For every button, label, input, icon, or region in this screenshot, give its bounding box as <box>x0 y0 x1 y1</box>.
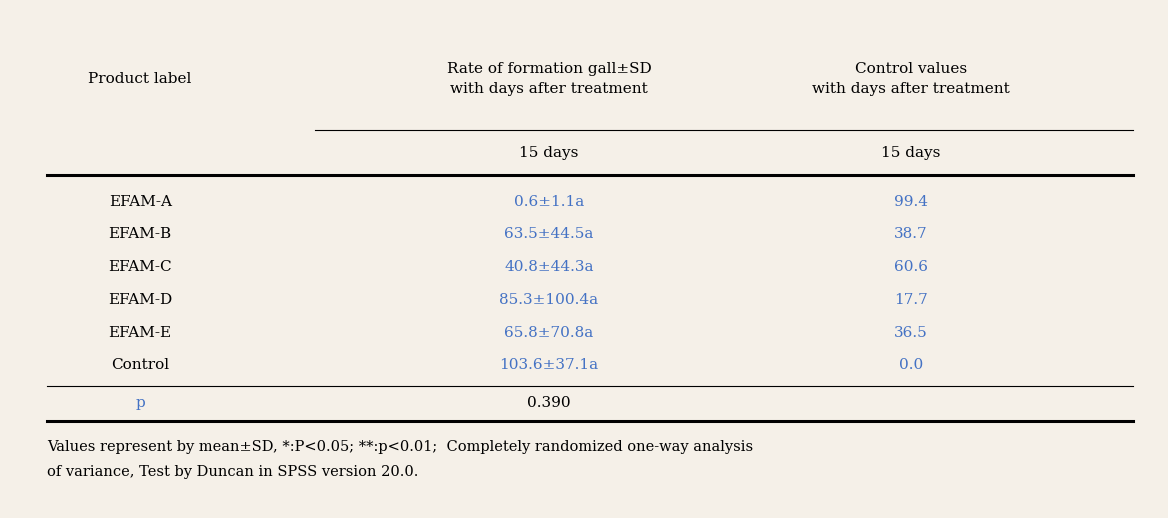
Text: 85.3±100.4a: 85.3±100.4a <box>500 293 598 307</box>
Text: EFAM-C: EFAM-C <box>109 260 172 274</box>
Text: 63.5±44.5a: 63.5±44.5a <box>505 227 593 241</box>
Text: 0.6±1.1a: 0.6±1.1a <box>514 195 584 209</box>
Text: EFAM-D: EFAM-D <box>107 293 173 307</box>
Text: Values represent by mean±SD, *:P<0.05; **:p<0.01;  Completely randomized one-way: Values represent by mean±SD, *:P<0.05; *… <box>47 440 753 454</box>
Text: 60.6: 60.6 <box>894 260 929 274</box>
Text: 40.8±44.3a: 40.8±44.3a <box>505 260 593 274</box>
Text: 38.7: 38.7 <box>895 227 927 241</box>
Text: 103.6±37.1a: 103.6±37.1a <box>500 358 598 372</box>
Text: 99.4: 99.4 <box>894 195 929 209</box>
Text: 15 days: 15 days <box>882 146 940 160</box>
Text: EFAM-A: EFAM-A <box>109 195 172 209</box>
Text: EFAM-B: EFAM-B <box>109 227 172 241</box>
Text: 0.0: 0.0 <box>899 358 923 372</box>
Text: Control values
with days after treatment: Control values with days after treatment <box>812 62 1010 96</box>
Text: 17.7: 17.7 <box>895 293 927 307</box>
Text: Control: Control <box>111 358 169 372</box>
Text: of variance, Test by Duncan in SPSS version 20.0.: of variance, Test by Duncan in SPSS vers… <box>47 465 418 479</box>
Text: Product label: Product label <box>89 72 192 86</box>
Text: 36.5: 36.5 <box>895 326 927 340</box>
Text: Rate of formation gall±SD
with days after treatment: Rate of formation gall±SD with days afte… <box>446 62 652 96</box>
Text: p: p <box>135 396 145 410</box>
Text: 15 days: 15 days <box>520 146 578 160</box>
Text: 0.390: 0.390 <box>527 396 571 410</box>
Text: 65.8±70.8a: 65.8±70.8a <box>505 326 593 340</box>
Text: EFAM-E: EFAM-E <box>109 326 172 340</box>
